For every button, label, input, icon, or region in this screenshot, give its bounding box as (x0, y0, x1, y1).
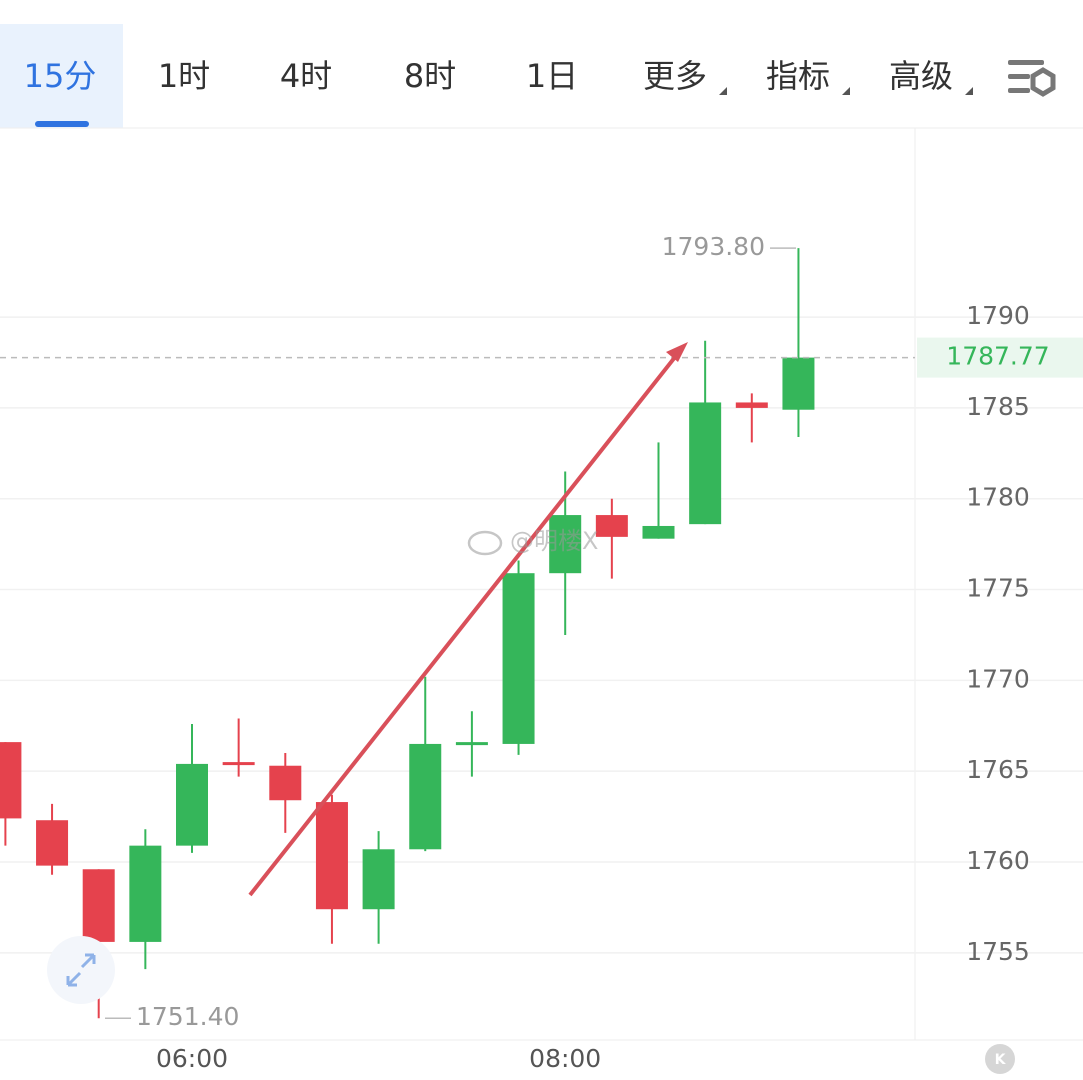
k-icon: K (995, 1052, 1007, 1068)
candle-body (502, 573, 535, 744)
tab[interactable]: 1日 (526, 57, 578, 95)
dropdown-caret (842, 87, 850, 95)
tab[interactable]: 高级 (889, 57, 953, 95)
candle-body (549, 515, 582, 574)
watermark: @明楼X (467, 527, 598, 556)
tab[interactable]: 8时 (404, 57, 456, 95)
tab[interactable]: 更多 (643, 57, 707, 95)
selected-tab-bg (0, 24, 123, 128)
tab[interactable]: 4时 (280, 57, 332, 95)
settings-bar (1008, 88, 1030, 93)
candle-body (595, 515, 628, 537)
watermark-icon (467, 530, 503, 556)
candle-body (689, 402, 722, 525)
x-tick-label: 08:00 (529, 1044, 601, 1073)
low-label: 1751.40 (136, 1002, 239, 1031)
x-tick-label: 06:00 (156, 1044, 228, 1073)
candle-body (455, 742, 488, 746)
expand-button[interactable] (47, 936, 115, 1004)
dropdown-caret (719, 87, 727, 95)
y-tick-label: 1770 (966, 664, 1030, 693)
expand-icon (66, 953, 96, 987)
candle-body (409, 743, 442, 850)
candle-body (129, 845, 162, 942)
y-tick-label: 1775 (966, 574, 1030, 603)
candle-body (0, 742, 22, 819)
y-tick-label: 1760 (966, 846, 1030, 875)
candle-body (642, 525, 675, 539)
trend-arrow (248, 345, 685, 897)
y-tick-label: 1785 (966, 392, 1030, 421)
candle-body (735, 402, 768, 408)
settings-icon[interactable] (1008, 60, 1056, 97)
y-tick-label: 1755 (966, 937, 1030, 966)
high-label: 1793.80 (662, 232, 765, 261)
y-tick-label: 1765 (966, 755, 1030, 784)
settings-bar (1008, 74, 1030, 79)
watermark-text: @明楼X (510, 527, 598, 555)
candle-body (315, 802, 348, 910)
tab[interactable]: 15分 (24, 57, 97, 95)
last-price-box (917, 337, 1083, 378)
candle-body (36, 820, 69, 866)
settings-hex (1030, 67, 1056, 97)
selected-tab-indicator (35, 121, 89, 127)
trend-arrow-head (666, 342, 688, 362)
candle-body (176, 763, 208, 846)
settings-bar (1008, 60, 1044, 65)
candle-body (782, 357, 815, 410)
candle-body (82, 869, 115, 942)
dropdown-caret (965, 87, 973, 95)
y-tick-label: 1780 (966, 483, 1030, 512)
k-button[interactable] (985, 1044, 1015, 1074)
candle-body (362, 849, 395, 910)
last-price-label: 1787.77 (946, 342, 1049, 371)
plot-area: 1755 1760 1765 1770 1775 1780 1785 1790 06:00 08:… (0, 232, 1083, 1073)
candle-body (269, 765, 302, 801)
tab[interactable]: 1时 (158, 57, 210, 95)
y-tick-label: 1790 (966, 301, 1030, 330)
tab[interactable]: 指标 (766, 57, 830, 95)
candle-body (222, 762, 255, 766)
